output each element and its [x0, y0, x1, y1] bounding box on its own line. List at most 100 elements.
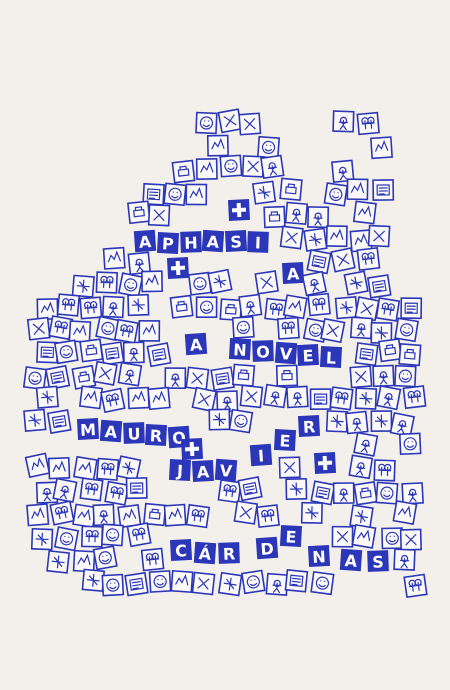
icon-tile — [240, 569, 266, 595]
icon-tile — [392, 500, 418, 525]
tile-icon — [35, 532, 49, 546]
icon-tile — [356, 111, 380, 136]
tile-box — [398, 432, 422, 456]
tile-box — [310, 570, 335, 596]
tile-icon — [288, 299, 302, 312]
letter: A — [206, 232, 220, 252]
tile-icon — [40, 346, 55, 359]
tile-icon — [191, 509, 205, 523]
icon-tile — [370, 136, 393, 160]
letter: A — [138, 232, 152, 252]
tile-icon — [283, 461, 296, 474]
tile-icon — [131, 298, 145, 312]
tile-icon — [134, 258, 144, 273]
letter-box — [297, 414, 321, 438]
letter-box — [367, 550, 389, 572]
letter-tile: A — [133, 229, 157, 253]
icon-tile — [310, 570, 335, 596]
icon-tile — [24, 452, 51, 479]
tile-icon — [403, 437, 417, 451]
icon-tile — [78, 385, 104, 410]
tile-icon — [383, 393, 394, 407]
tile-box — [310, 480, 336, 506]
letter-tile: E — [296, 343, 320, 367]
tile-box — [46, 409, 72, 435]
icon-tile — [279, 225, 304, 250]
icon-tile — [398, 432, 422, 456]
icon-tile — [231, 363, 256, 387]
tile-icon — [106, 578, 120, 592]
letter: U — [127, 424, 141, 443]
letter-box — [279, 524, 303, 548]
tile-box — [53, 339, 79, 365]
tile-icon — [152, 390, 166, 403]
icon-tile — [100, 387, 126, 414]
icon-tile — [92, 360, 118, 386]
tile-icon — [145, 273, 159, 286]
tile-icon — [281, 369, 293, 381]
tile-icon — [76, 279, 90, 293]
tile-box — [101, 573, 125, 597]
icon-tile — [101, 295, 125, 319]
icon-tile — [303, 227, 328, 252]
icon-tile — [330, 247, 356, 273]
icon-tile — [237, 476, 263, 502]
icon-tile — [122, 341, 145, 364]
icon-tile — [275, 364, 299, 387]
letter: E — [285, 527, 297, 547]
icon-tile — [307, 206, 330, 229]
tile-icon — [374, 326, 388, 340]
tile-box — [187, 271, 212, 296]
letter-tile: A — [281, 261, 305, 285]
tile-icon — [51, 555, 65, 569]
tile-icon — [84, 390, 98, 402]
tile-box — [372, 179, 395, 201]
tile-box — [163, 182, 187, 207]
letter: V — [279, 344, 293, 364]
icon-tile — [185, 183, 208, 206]
icon-tile — [68, 320, 92, 343]
icon-tile — [206, 134, 229, 157]
tile-icon — [193, 277, 207, 291]
tile-box — [195, 296, 218, 319]
tile-icon — [404, 302, 418, 314]
letter-box — [228, 337, 252, 361]
icon-tile — [195, 296, 218, 319]
icon-tile — [367, 224, 391, 248]
tile-icon — [98, 366, 112, 380]
icon-tile — [195, 158, 218, 180]
tile-icon — [31, 506, 45, 519]
tile-icon — [153, 209, 165, 222]
icon-tile — [127, 200, 151, 225]
icon-tile — [46, 549, 71, 574]
tile-box — [284, 568, 309, 593]
letter: A — [286, 264, 300, 284]
tile-box — [306, 249, 332, 275]
icon-tile — [239, 384, 264, 409]
icon-tile — [171, 159, 196, 184]
tile-icon — [199, 116, 214, 130]
tile-box — [354, 342, 379, 367]
icon-tile — [47, 457, 71, 480]
icon-tile — [217, 479, 242, 504]
icon-tile — [35, 385, 60, 409]
tile-icon — [398, 369, 412, 383]
icon-tile — [217, 571, 243, 597]
tile-icon — [315, 576, 330, 590]
plus — [170, 260, 186, 276]
icon-tile — [366, 274, 392, 299]
letter: A — [104, 422, 118, 442]
tile-box — [71, 364, 97, 390]
icon-tile — [22, 366, 48, 391]
letter-box — [99, 419, 123, 443]
tile-icon — [354, 370, 367, 383]
icon-tile — [353, 481, 378, 506]
tile-icon — [360, 302, 374, 316]
tile-box — [146, 342, 172, 368]
tile-icon — [308, 233, 322, 247]
letter-tile: S — [367, 550, 389, 572]
tile-icon — [146, 188, 161, 201]
icon-tile — [370, 410, 393, 432]
icon-tile — [163, 182, 187, 207]
